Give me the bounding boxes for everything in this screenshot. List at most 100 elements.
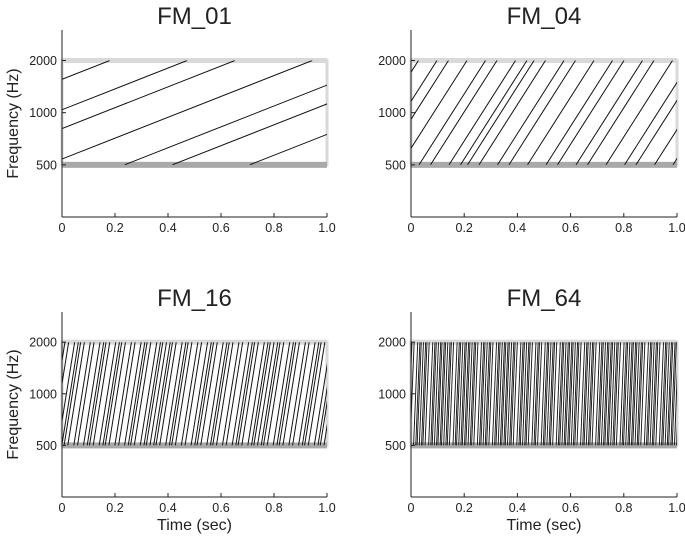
panel-3-sweep-line: [104, 342, 123, 446]
panel-3-sweep-line: [143, 342, 162, 446]
panel-4-sweep-line: [570, 342, 576, 446]
panel-2-sweep-line: [467, 60, 535, 165]
panel-3-sweep-line: [159, 342, 177, 446]
panel-4-sweep-line: [621, 342, 627, 446]
panel-4-sweep-line: [464, 342, 470, 446]
panel-2-sweep-line: [411, 60, 449, 121]
panel-3-sweep-line: [180, 342, 199, 446]
panel-2-lower-band: [411, 161, 677, 168]
panel-4-sweep-line: [522, 342, 528, 446]
panel-4-sweep-line: [630, 342, 637, 446]
panel-4-sweep-line: [634, 342, 640, 446]
panel-4-sweep-line: [471, 342, 477, 446]
panel-4-sweep-line: [439, 342, 445, 446]
panel-2-sweep-line: [635, 99, 677, 165]
panel-1-y-tick-label: 500: [36, 158, 57, 172]
panel-3-sweep-line: [88, 342, 107, 446]
panel-1-x-tick-label: 0.8: [265, 221, 282, 235]
panel-4-sweep-line: [651, 342, 657, 446]
panel-3-sweep-line: [133, 342, 152, 446]
panel-3-sweep-line: [130, 342, 148, 446]
panel-1-y-tick-label: 2000: [29, 54, 57, 68]
panel-1-x-tick-label: 1.0: [318, 221, 335, 235]
panel-4-sweep-line: [431, 342, 437, 446]
panel-3-x-tick-label: 1.0: [318, 501, 335, 515]
panel-4-sweep-line: [649, 342, 655, 446]
panel-1-x-tick-label: 0: [59, 221, 66, 235]
panel-4-sweep-line: [415, 342, 421, 446]
panel-2-x-tick-label: 0.8: [615, 221, 632, 235]
panel-4-sweep-line: [509, 342, 515, 446]
panel-2-x-tick-label: 0.4: [509, 221, 526, 235]
panel-2-sweep-region: [409, 59, 679, 167]
panel-4-sweep-line: [467, 342, 473, 446]
panel-3-sweep-line: [313, 362, 327, 446]
panel-3-sweep-line: [307, 342, 326, 446]
panel-4: 0 0.2 0.4 0.6 0.8 1.0 500 1000 2000 FM_64 Time (se…: [378, 285, 685, 534]
panel-3-sweep-line: [276, 342, 294, 446]
panel-4-sweep-line: [632, 342, 638, 446]
panel-4-sweep-line: [640, 342, 646, 446]
panel-4-sweep-line: [668, 342, 674, 446]
panel-4-sweep-line: [479, 342, 485, 446]
panel-1-upper-band: [62, 58, 327, 64]
panel-4-sweep-line: [636, 342, 642, 446]
panel-2-title: FM_04: [507, 3, 582, 30]
panel-4-sweep-line: [441, 342, 447, 446]
panel-4-sweep-line: [628, 342, 634, 446]
panel-3-sweep-line: [62, 342, 70, 387]
panel-3-x-tick-label: 0.6: [212, 501, 229, 515]
panel-4-sweep-line: [600, 342, 606, 446]
panel-2-sweep-line: [478, 60, 546, 165]
panel-4-sweep-line: [627, 342, 633, 446]
panel-4-sweep-line: [646, 342, 652, 446]
panel-2-sweep-line: [545, 60, 613, 165]
panel-3-upper-band: [62, 339, 327, 345]
panel-3-title: FM_16: [157, 285, 232, 312]
panel-3-x-label: Time (sec): [157, 517, 232, 534]
panel-3-sweep-line: [62, 342, 76, 425]
panel-1-title: FM_01: [157, 3, 232, 30]
panel-4-x-tick-label: 0.2: [456, 501, 473, 515]
panel-3-sweep-line: [149, 342, 168, 446]
panel-3-sweep-line: [200, 342, 218, 446]
panel-4-sweep-line: [597, 342, 603, 446]
panel-4-sweep-line: [563, 342, 569, 446]
panel-3-sweep-line: [82, 342, 101, 446]
panel-1-y-tick-label: 1000: [29, 106, 57, 120]
panel-3-y-tick-label: 1000: [29, 387, 57, 401]
panel-4-sweep-line: [643, 342, 649, 446]
panel-2-sweep-line: [527, 60, 595, 165]
panel-2-upper-band: [411, 58, 677, 64]
panel-3-sweep-line: [63, 342, 82, 446]
panel-3-sweep-line: [231, 342, 250, 446]
panel-4-sweep-line: [540, 342, 546, 446]
panel-4-sweep-line: [655, 342, 661, 446]
panel-3-sweep-line: [145, 342, 164, 446]
panel-4-sweep-line: [603, 342, 609, 446]
panel-4-sweep-line: [588, 342, 594, 446]
panel-4-sweep-line: [486, 342, 492, 446]
panel-4-sweep-line: [436, 342, 442, 446]
panel-4-sweep-line: [430, 342, 436, 446]
panel-3-sweep-line: [206, 342, 224, 446]
panel-3-sweeps: [62, 342, 327, 446]
panel-3-sweep-line: [225, 342, 244, 446]
panel-4-sweep-line: [653, 342, 659, 446]
panel-3-sweep-line: [194, 342, 212, 446]
panel-4-x-tick-label: 0.4: [509, 501, 526, 515]
panel-3-sweep-line: [266, 342, 285, 446]
panel-2-y-tick-label: 1000: [378, 106, 406, 120]
panel-4-sweep-line: [501, 342, 507, 446]
panel-4-sweep-line: [519, 342, 525, 446]
panel-3-sweep-line: [168, 342, 187, 446]
panel-4-sweep-line: [524, 342, 530, 446]
panel-4-sweep-line: [424, 342, 430, 446]
panel-3-x-tick-label: 0: [59, 501, 66, 515]
panel-4-sweep-line: [525, 342, 531, 446]
panel-4-sweep-line: [497, 342, 503, 446]
panel-4-sweep-line: [443, 342, 449, 446]
panel-4-sweep-line: [615, 342, 621, 446]
panel-3-sweep-line: [288, 342, 306, 446]
panel-4-sweep-line: [495, 342, 501, 446]
